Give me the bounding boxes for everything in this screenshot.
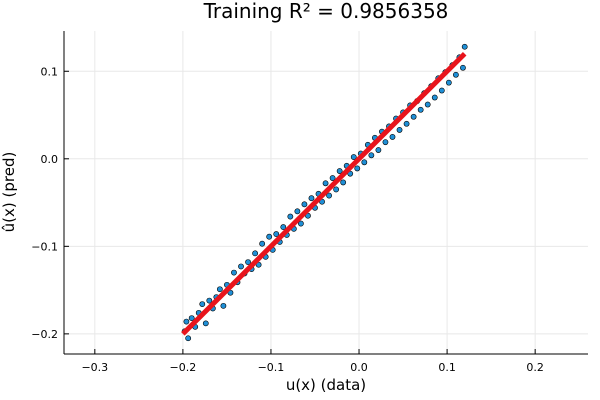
data-point: [424, 101, 431, 108]
data-point: [273, 231, 280, 237]
grid: [64, 31, 588, 354]
x-tick-label: 0.1: [438, 361, 456, 374]
data-point: [445, 79, 452, 86]
data-point: [202, 320, 209, 327]
x-tick-label: 0.2: [526, 361, 544, 374]
data-point: [206, 297, 213, 304]
data-point: [361, 159, 368, 166]
data-point: [452, 71, 459, 78]
data-point: [252, 250, 259, 257]
data-point: [396, 127, 403, 133]
fit-line: [181, 51, 467, 336]
data-point: [238, 263, 244, 270]
data-point: [333, 186, 340, 193]
data-point: [259, 240, 266, 247]
x-tick-label: −0.1: [258, 361, 285, 374]
data-point: [375, 147, 382, 153]
x-tick-label: 0.0: [350, 361, 368, 374]
data-point: [354, 165, 361, 172]
data-point: [431, 94, 438, 101]
data-point: [298, 220, 304, 227]
data-point: [183, 318, 190, 325]
data-point: [220, 302, 227, 309]
data-point: [227, 289, 234, 296]
data-point: [308, 195, 315, 202]
ticks: −0.3 −0.2 −0.1 0.0 0.1 0.2 −0.2 −0.1 0.0 0.1: [31, 65, 544, 374]
data-point: [322, 180, 329, 187]
axes: [63, 31, 588, 355]
data-point: [301, 201, 308, 208]
y-axis-label: û(x) (pred): [0, 152, 18, 233]
data-point: [255, 261, 262, 268]
x-axis-label: u(x) (data): [286, 376, 366, 394]
data-point: [410, 113, 417, 120]
y-tick-label: −0.1: [31, 240, 58, 253]
data-point: [280, 224, 287, 230]
data-point: [347, 170, 354, 177]
x-tick-label: −0.2: [170, 361, 197, 374]
y-tick-label: 0.1: [41, 65, 59, 78]
data-point: [461, 43, 468, 50]
chart-title: Training R² = 0.9856358: [203, 0, 449, 23]
data-point: [403, 120, 410, 127]
data-point: [350, 154, 357, 160]
data-point: [319, 198, 325, 205]
data-point: [266, 233, 273, 240]
y-tick-label: 0.0: [41, 153, 59, 166]
data-point: [305, 212, 311, 219]
data-point: [245, 259, 251, 265]
data-point: [326, 192, 332, 199]
data-point: [382, 139, 389, 146]
fit-line-layer: [181, 51, 467, 336]
data-point: [417, 106, 424, 113]
x-tick-label: −0.3: [81, 361, 108, 374]
data-point: [340, 179, 347, 186]
data-point: [199, 301, 206, 308]
data-point: [438, 87, 445, 94]
data-point: [336, 168, 343, 174]
data-point: [287, 213, 294, 220]
data-point: [188, 315, 195, 322]
data-point: [216, 286, 223, 293]
data-point: [368, 152, 375, 159]
data-point: [389, 134, 396, 140]
data-point: [294, 208, 301, 215]
data-point: [185, 335, 192, 342]
y-tick-label: −0.2: [31, 328, 58, 341]
data-point: [231, 269, 237, 276]
data-point: [460, 64, 466, 71]
data-point: [329, 175, 336, 181]
